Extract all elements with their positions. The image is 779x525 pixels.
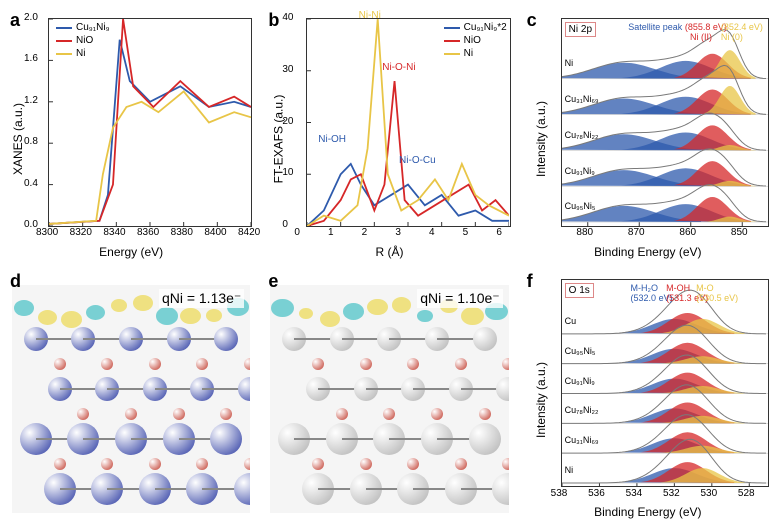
- c-ylabel: Intensity (a.u.): [534, 101, 548, 177]
- atomic-d: [12, 285, 250, 514]
- c-title: Ni 2p: [565, 22, 596, 37]
- panel-f: f O 1s Intensity (a.u.) Binding Energy (…: [521, 265, 775, 522]
- a-leg-2: Ni: [56, 48, 110, 59]
- b-leg-l2: Ni: [464, 48, 473, 59]
- e-charge: qNi = 1.10e⁻: [417, 289, 502, 308]
- b-leg-l1: NiO: [464, 35, 481, 46]
- b-legend: Cu₉₁Ni₉*2 NiO Ni: [444, 22, 507, 61]
- a-leg-l2: Ni: [76, 48, 85, 59]
- a-leg-1: NiO: [56, 35, 110, 46]
- figure-grid: a XANES (a.u.) Energy (eV) Cu₉₁Ni₉ NiO N…: [0, 0, 779, 525]
- panel-b-label: b: [268, 10, 279, 31]
- panel-a-label: a: [10, 10, 20, 31]
- a-leg-0: Cu₉₁Ni₉: [56, 22, 110, 33]
- b-xlabel: R (Å): [375, 245, 403, 259]
- panel-d: d qNi = 1.13e⁻: [4, 265, 258, 522]
- a-xlabel: Energy (eV): [99, 245, 163, 259]
- a-leg-l1: NiO: [76, 35, 93, 46]
- d-charge: qNi = 1.13e⁻: [159, 289, 244, 308]
- panel-a: a XANES (a.u.) Energy (eV) Cu₉₁Ni₉ NiO N…: [4, 4, 258, 261]
- b-leg-1: NiO: [444, 35, 507, 46]
- f-ylabel: Intensity (a.u.): [534, 362, 548, 438]
- f-title: O 1s: [565, 283, 594, 298]
- a-leg-l0: Cu₉₁Ni₉: [76, 22, 110, 33]
- chart-c: [561, 18, 769, 227]
- b-leg-l0: Cu₉₁Ni₉*2: [464, 22, 507, 33]
- f-xlabel: Binding Energy (eV): [594, 505, 701, 519]
- panel-e-label: e: [268, 271, 278, 292]
- panel-b: b FT-EXAFS (a.u.) R (Å) Cu₉₁Ni₉*2 NiO Ni…: [262, 4, 516, 261]
- panel-d-label: d: [10, 271, 21, 292]
- panel-e: e qNi = 1.10e⁻: [262, 265, 516, 522]
- atomic-e: [270, 285, 508, 514]
- b-leg-2: Ni: [444, 48, 507, 59]
- c-xlabel: Binding Energy (eV): [594, 245, 701, 259]
- panel-c: c Ni 2p Intensity (a.u.) Binding Energy …: [521, 4, 775, 261]
- a-ylabel: XANES (a.u.): [11, 103, 25, 175]
- panel-f-label: f: [527, 271, 533, 292]
- b-leg-0: Cu₉₁Ni₉*2: [444, 22, 507, 33]
- panel-c-label: c: [527, 10, 537, 31]
- a-legend: Cu₉₁Ni₉ NiO Ni: [56, 22, 110, 61]
